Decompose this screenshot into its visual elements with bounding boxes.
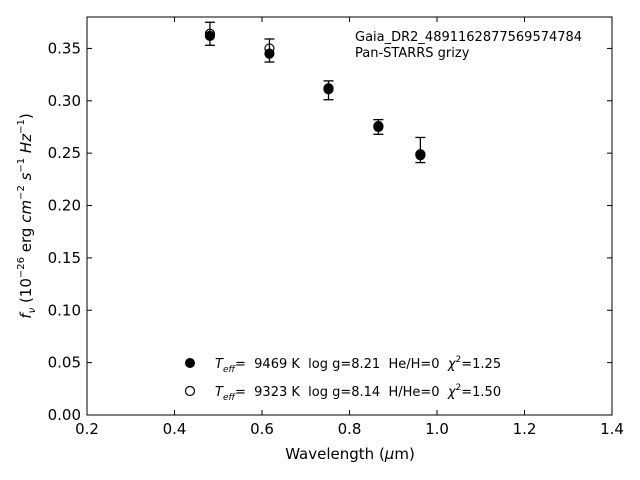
y-axis-label: fν (10−26 erg cm−2 s−1 Hz−1) xyxy=(16,113,38,318)
legend-label-2: Teff= 9323 K log g=8.14 H/He=0 χ2=1.50 xyxy=(215,383,501,403)
model-point-open xyxy=(373,120,384,132)
x-tick-label: 1.2 xyxy=(513,420,537,438)
y-tick-label: 0.15 xyxy=(48,249,81,267)
y-tick-label: 0.30 xyxy=(48,92,81,110)
x-tick-label: 0.6 xyxy=(250,420,274,438)
x-tick-label: 1.0 xyxy=(425,420,449,438)
legend-marker-open xyxy=(184,385,196,397)
y-tick-label: 0.10 xyxy=(48,301,81,319)
x-tick-label: 0.4 xyxy=(163,420,187,438)
model-point-filled xyxy=(204,30,216,41)
model-point-open xyxy=(415,149,426,160)
annotation-line-2: Pan-STARRS grizy xyxy=(355,46,470,61)
x-tick-label: 0.8 xyxy=(338,420,362,438)
y-tick-label: 0.35 xyxy=(48,39,81,57)
annotation-line-1: Gaia_DR2_4891162877569574784 xyxy=(355,30,582,45)
y-tick-label: 0.20 xyxy=(48,197,81,215)
y-tick-label: 0.05 xyxy=(48,354,81,372)
legend-marker-filled xyxy=(185,358,195,368)
x-tick-label: 1.4 xyxy=(600,420,624,438)
y-tick-label: 0.25 xyxy=(48,144,81,162)
model-point-open xyxy=(323,83,334,94)
legend: Teff= 9469 K log g=8.21 He/H=0 χ2=1.25 T… xyxy=(184,355,501,403)
model-point-open xyxy=(204,28,216,39)
plot-frame xyxy=(86,16,613,416)
x-tick-label: 0.2 xyxy=(75,420,99,438)
axes: 0.2 0.4 0.6 0.8 1.0 1.2 1.4 0.00 0.05 0.10 0.15 0.2… xyxy=(48,16,624,438)
model-point-open xyxy=(264,43,275,54)
x-axis-label: Wavelength (μm) xyxy=(285,445,415,463)
model-point-filled xyxy=(264,48,275,59)
legend-label-1: Teff= 9469 K log g=8.21 He/H=0 χ2=1.25 xyxy=(215,355,501,375)
y-tick-label: 0.00 xyxy=(48,406,81,424)
data-marks xyxy=(204,21,426,164)
